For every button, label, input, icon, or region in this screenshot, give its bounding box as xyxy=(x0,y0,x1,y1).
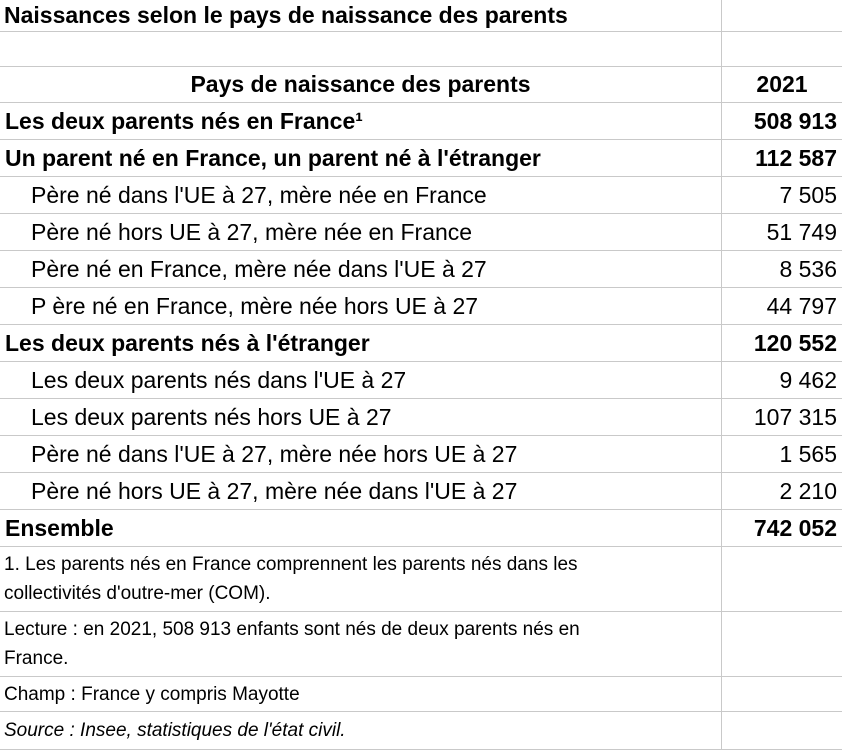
table-row: P ère né en France, mère née hors UE à 2… xyxy=(0,288,842,325)
header-row: Pays de naissance des parents 2021 xyxy=(0,67,842,103)
footnote-empty-cell xyxy=(722,547,842,611)
row-label: Un parent né en France, un parent né à l… xyxy=(0,140,722,176)
row-label: Père né hors UE à 27, mère née dans l'UE… xyxy=(0,473,722,509)
row-value: 742 052 xyxy=(753,514,837,541)
row-value: 112 587 xyxy=(755,144,837,171)
row-value: 120 552 xyxy=(753,329,837,356)
table-row: Un parent né en France, un parent né à l… xyxy=(0,140,842,177)
footnote-lecture: Lecture : en 2021, 508 913 enfants sont … xyxy=(0,612,722,676)
table-row: Les deux parents nés hors UE à 27 107 31… xyxy=(0,399,842,436)
row-label: Ensemble xyxy=(0,510,722,546)
row-value: 2 210 xyxy=(779,477,837,504)
footnote-definition: 1. Les parents nés en France comprennent… xyxy=(0,547,722,611)
empty-row xyxy=(0,32,842,67)
table-row: Père né hors UE à 27, mère née dans l'UE… xyxy=(0,473,842,510)
row-value: 44 797 xyxy=(766,292,837,319)
footnote-row: Source : Insee, statistiques de l'état c… xyxy=(0,712,842,750)
row-label: Les deux parents nés en France¹ xyxy=(0,103,722,139)
row-label: Père né en France, mère née dans l'UE à … xyxy=(0,251,722,287)
empty-cell-left xyxy=(0,32,722,66)
row-label: Les deux parents nés dans l'UE à 27 xyxy=(0,362,722,398)
column-header-category: Pays de naissance des parents xyxy=(0,67,722,102)
footnote-row: 1. Les parents nés en France comprennent… xyxy=(0,547,842,612)
row-label: Père né dans l'UE à 27, mère née en Fran… xyxy=(0,177,722,213)
footnote-source: Source : Insee, statistiques de l'état c… xyxy=(0,712,722,749)
row-value: 9 462 xyxy=(779,366,837,393)
row-label: Père né dans l'UE à 27, mère née hors UE… xyxy=(0,436,722,472)
footnote-row: Champ : France y compris Mayotte xyxy=(0,677,842,712)
table-row: Les deux parents nés à l'étranger 120 55… xyxy=(0,325,842,362)
footnote-empty-cell xyxy=(722,612,842,676)
table-row: Père né dans l'UE à 27, mère née hors UE… xyxy=(0,436,842,473)
row-value: 8 536 xyxy=(779,255,837,282)
table-row: Ensemble 742 052 xyxy=(0,510,842,547)
table-row: Père né hors UE à 27, mère née en France… xyxy=(0,214,842,251)
page-title: Naissances selon le pays de naissance de… xyxy=(0,0,722,31)
table-row: Père né en France, mère née dans l'UE à … xyxy=(0,251,842,288)
footnote-empty-cell xyxy=(722,712,842,749)
title-row-empty-cell xyxy=(722,0,842,31)
table-row: Les deux parents nés dans l'UE à 27 9 46… xyxy=(0,362,842,399)
row-label: Les deux parents nés hors UE à 27 xyxy=(0,399,722,435)
title-row: Naissances selon le pays de naissance de… xyxy=(0,0,842,32)
row-label: Les deux parents nés à l'étranger xyxy=(0,325,722,361)
footnote-row: Lecture : en 2021, 508 913 enfants sont … xyxy=(0,612,842,677)
footnote-empty-cell xyxy=(722,677,842,711)
row-label: Père né hors UE à 27, mère née en France xyxy=(0,214,722,250)
column-header-year: 2021 xyxy=(756,71,808,97)
row-value: 107 315 xyxy=(753,403,837,430)
row-label: P ère né en France, mère née hors UE à 2… xyxy=(0,288,722,324)
row-value: 51 749 xyxy=(766,218,837,245)
row-value: 1 565 xyxy=(779,440,837,467)
row-value: 7 505 xyxy=(779,181,837,208)
row-value: 508 913 xyxy=(753,107,837,134)
footnote-champ: Champ : France y compris Mayotte xyxy=(0,677,722,711)
table-row: Père né dans l'UE à 27, mère née en Fran… xyxy=(0,177,842,214)
empty-cell-right xyxy=(722,32,842,66)
table-row: Les deux parents nés en France¹ 508 913 xyxy=(0,103,842,140)
